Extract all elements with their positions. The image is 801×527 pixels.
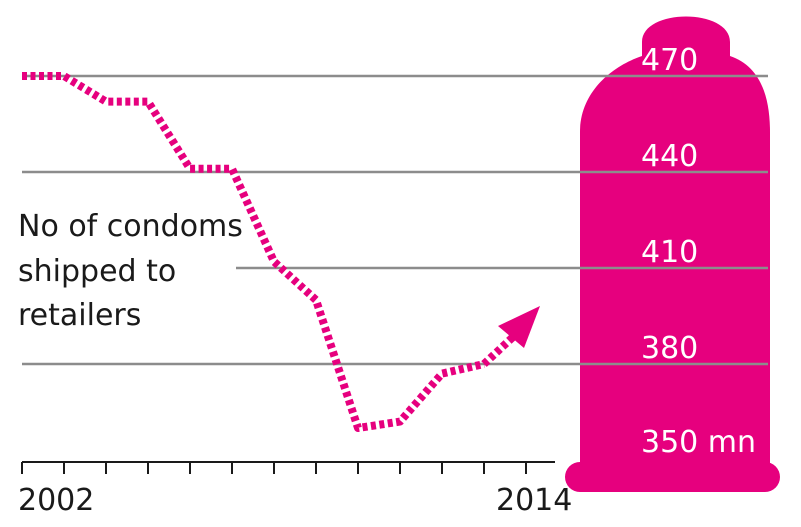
y-axis-labels: 470 440 410 380 350 mn — [641, 43, 756, 460]
y-tick-label-410: 410 — [641, 235, 698, 270]
annotation-line-1: No of condoms — [18, 209, 243, 244]
condom-illustration — [565, 16, 780, 492]
trend-arrow-shaft — [481, 333, 517, 367]
trend-arrow — [481, 306, 540, 367]
y-tick-label-380: 380 — [641, 331, 698, 366]
grid-lines — [22, 74, 768, 366]
x-axis-labels: 2002 2014 — [18, 483, 572, 518]
y-tick-label-350: 350 mn — [641, 425, 756, 460]
trend-arrowhead — [498, 306, 540, 348]
condom-rim — [565, 462, 780, 492]
y-tick-label-470: 470 — [641, 43, 698, 78]
x-axis — [21, 461, 555, 474]
annotation-line-2: shipped to — [18, 254, 176, 289]
y-tick-label-440: 440 — [641, 139, 698, 174]
series-shipments — [21, 72, 485, 432]
series-line-0 — [22, 72, 485, 432]
x-tick-label-2014: 2014 — [496, 483, 572, 518]
condom-body — [580, 16, 770, 468]
annotation-line-3: retailers — [18, 298, 141, 333]
x-tick-label-2002: 2002 — [18, 483, 94, 518]
chart-annotation: No of condoms shipped to retailers — [18, 209, 243, 333]
